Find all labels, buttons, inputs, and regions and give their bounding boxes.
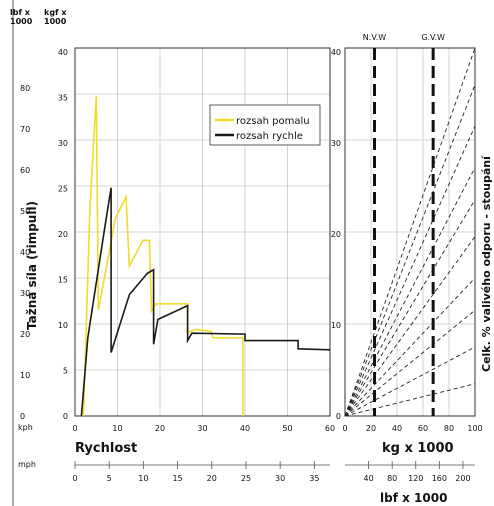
kph-tick-label: 30 bbox=[197, 424, 207, 433]
mph-tick-label: 0 bbox=[72, 474, 77, 483]
grade-line bbox=[344, 126, 476, 417]
kgf-tick-label: 35 bbox=[58, 94, 68, 103]
lbf-tick-label: 40 bbox=[20, 248, 30, 257]
lbf-tick-label: 10 bbox=[20, 371, 30, 380]
grade-line bbox=[344, 236, 476, 417]
mph-tick-label: 25 bbox=[241, 474, 251, 483]
grade-lines bbox=[344, 47, 476, 417]
kgf-unit-label: kgf x bbox=[44, 8, 67, 17]
right-chart-frame bbox=[344, 47, 476, 417]
grade-line bbox=[344, 199, 476, 417]
kg-tick-label: 40 bbox=[392, 424, 402, 433]
kgf-tick-label: 30 bbox=[58, 139, 68, 148]
kgf-tick-label: 25 bbox=[58, 185, 68, 194]
lbf-tick-label: 70 bbox=[20, 125, 30, 134]
right-y-tick-label: 30 bbox=[331, 139, 341, 148]
reference-line-label: N.V.W bbox=[363, 33, 387, 42]
legend: rozsah pomalu rozsah rychle bbox=[209, 104, 321, 146]
lbf-tick-label: 0 bbox=[20, 412, 25, 421]
kph-tick-label: 50 bbox=[282, 424, 292, 433]
grade-line bbox=[344, 346, 476, 417]
kg-tick-label: 80 bbox=[444, 424, 454, 433]
mph-tick-label: 30 bbox=[275, 474, 285, 483]
lbf-tick-label: 20 bbox=[20, 330, 30, 339]
right-y-tick-label: 20 bbox=[331, 230, 341, 239]
grade-line bbox=[344, 167, 476, 417]
right-y-tick-label: 40 bbox=[331, 48, 341, 57]
kph-unit-label: kph bbox=[18, 423, 33, 432]
mph-tick-labels: 0 5 10 15 20 25 30 35 bbox=[72, 461, 319, 483]
kph-tick-label: 20 bbox=[155, 424, 165, 433]
kgf-tick-labels: 40 35 30 25 20 15 10 5 0 bbox=[58, 48, 68, 421]
right-lbf-tick-label: 200 bbox=[455, 474, 470, 483]
right-x-axis-title-lbf: lbf x 1000 bbox=[380, 491, 447, 505]
left-y-axis-title: Tažná síla (rimpull) bbox=[25, 201, 39, 330]
lbf-unit-label: lbf x bbox=[10, 8, 31, 17]
series-group bbox=[80, 95, 331, 417]
series-line-fast bbox=[80, 187, 331, 417]
kg-tick-labels: 0 20 40 60 80 100 bbox=[342, 424, 482, 433]
kph-tick-label: 60 bbox=[325, 424, 335, 433]
right-x-axis-title-kg: kg x 1000 bbox=[382, 441, 454, 456]
mph-tick-label: 15 bbox=[172, 474, 182, 483]
legend-label-fast: rozsah rychle bbox=[236, 131, 303, 142]
kgf-tick-label: 0 bbox=[63, 412, 68, 421]
mph-tick-label: 5 bbox=[107, 474, 112, 483]
kgf-tick-label: 40 bbox=[58, 48, 68, 57]
mph-unit-label: mph bbox=[18, 460, 36, 469]
right-lbf-tick-label: 160 bbox=[432, 474, 447, 483]
grade-line bbox=[344, 277, 476, 417]
legend-label-slow: rozsah pomalu bbox=[236, 116, 310, 127]
kph-tick-labels: 0 10 20 30 40 50 60 bbox=[72, 424, 335, 433]
kg-tick-label: 60 bbox=[418, 424, 428, 433]
mph-tick-label: 10 bbox=[138, 474, 148, 483]
lbf-tick-label: 60 bbox=[20, 166, 30, 175]
lbf-tick-label: 50 bbox=[20, 207, 30, 216]
reference-line-label: G.V.W bbox=[421, 33, 445, 42]
lbf-tick-labels: 80 70 60 50 40 30 20 10 0 bbox=[20, 84, 30, 421]
kg-tick-label: 0 bbox=[342, 424, 347, 433]
kg-tick-label: 20 bbox=[366, 424, 376, 433]
right-y-tick-labels: 40 30 20 10 0 bbox=[331, 48, 341, 421]
grade-line bbox=[344, 383, 476, 417]
reference-lines: N.V.W G.V.W bbox=[363, 33, 445, 416]
legend-box bbox=[209, 104, 321, 146]
left-x-axis-title: Rychlost bbox=[75, 441, 137, 456]
kph-tick-label: 0 bbox=[72, 424, 77, 433]
lbf-unit-label-2: 1000 bbox=[10, 17, 33, 26]
mph-tick-label: 20 bbox=[207, 474, 217, 483]
kgf-unit-label-2: 1000 bbox=[44, 17, 67, 26]
right-lbf-tick-labels: 40 80 120 160 200 bbox=[363, 461, 471, 483]
kph-tick-label: 10 bbox=[112, 424, 122, 433]
mph-tick-label: 35 bbox=[309, 474, 319, 483]
kgf-tick-label: 10 bbox=[58, 321, 68, 330]
right-y-tick-label: 10 bbox=[331, 321, 341, 330]
lbf-tick-label: 30 bbox=[20, 289, 30, 298]
right-y-axis-title: Celk. % valivého odporu - stoupání bbox=[480, 155, 493, 372]
kgf-tick-label: 20 bbox=[58, 230, 68, 239]
kgf-tick-label: 5 bbox=[63, 367, 68, 376]
grade-line bbox=[344, 84, 476, 417]
kg-tick-label: 100 bbox=[467, 424, 482, 433]
lbf-tick-label: 80 bbox=[20, 84, 30, 93]
kgf-tick-label: 15 bbox=[58, 276, 68, 285]
right-lbf-tick-label: 120 bbox=[408, 474, 423, 483]
right-lbf-tick-label: 40 bbox=[363, 474, 373, 483]
left-chart-frame bbox=[74, 47, 331, 417]
right-lbf-tick-label: 80 bbox=[387, 474, 397, 483]
kph-tick-label: 40 bbox=[240, 424, 250, 433]
right-y-tick-label: 0 bbox=[336, 412, 341, 421]
grade-line bbox=[344, 47, 476, 417]
